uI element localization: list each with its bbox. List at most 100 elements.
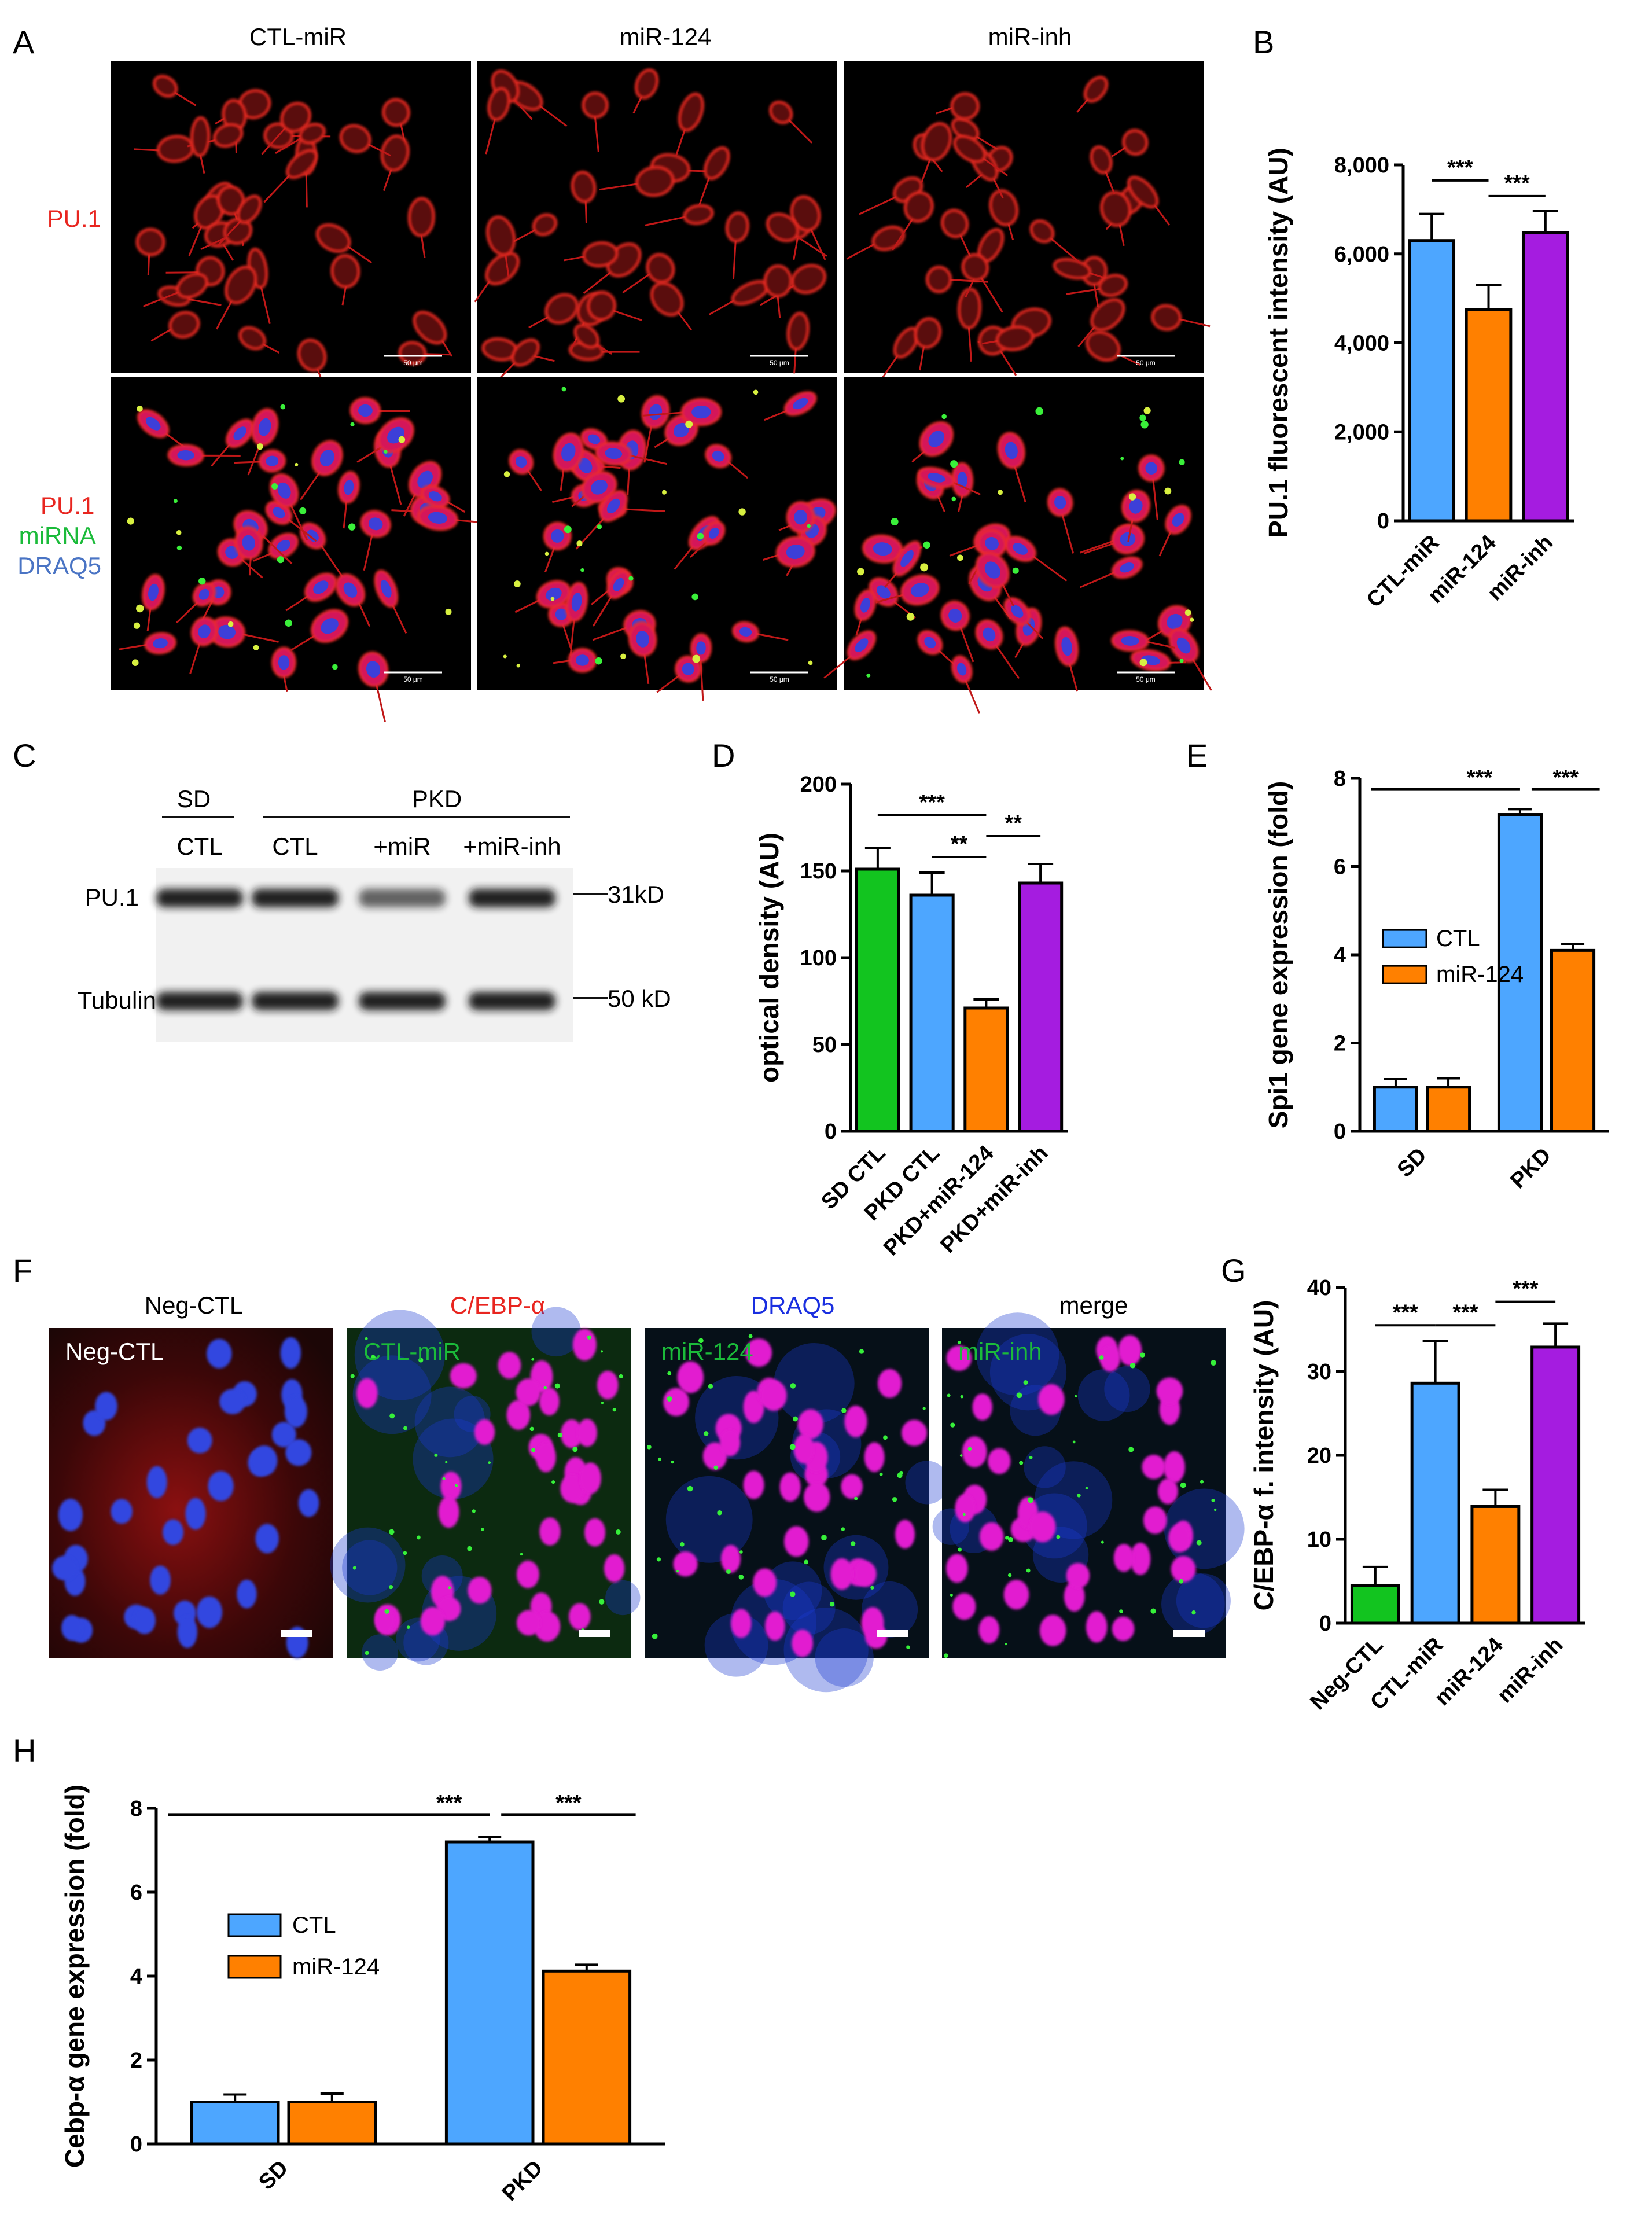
cell-body bbox=[153, 75, 178, 98]
cell bbox=[587, 290, 643, 321]
mirna-puncta bbox=[1085, 1487, 1088, 1490]
cell-nucleus bbox=[1129, 498, 1143, 514]
cell-process bbox=[562, 623, 573, 652]
mirna-puncta bbox=[481, 1528, 484, 1531]
cell-nucleus bbox=[691, 405, 711, 419]
y-tick-label: 0 bbox=[1377, 509, 1389, 534]
cell-body bbox=[1090, 298, 1125, 332]
cell-nucleus bbox=[1120, 562, 1135, 573]
mirna-puncta bbox=[127, 517, 134, 525]
cell-process bbox=[622, 272, 652, 294]
cell bbox=[823, 630, 877, 679]
cell-process bbox=[217, 218, 243, 247]
cell bbox=[595, 441, 667, 466]
cell bbox=[573, 323, 613, 355]
y-tick-label: 20 bbox=[1307, 1444, 1331, 1468]
scale-bar-label: 50 μm bbox=[1136, 675, 1156, 683]
cell-body bbox=[511, 338, 540, 367]
mirna-puncta bbox=[790, 1591, 796, 1597]
cell-body bbox=[225, 266, 257, 304]
significance-label: *** bbox=[555, 1791, 582, 1815]
nucleus bbox=[988, 1448, 1011, 1474]
cell-nucleus bbox=[794, 509, 808, 525]
cell bbox=[1055, 626, 1079, 692]
cell-body bbox=[678, 93, 704, 132]
cell-body bbox=[1100, 190, 1132, 227]
cell-body bbox=[216, 185, 245, 216]
mirna-puncta bbox=[850, 1541, 856, 1546]
cell-body bbox=[544, 293, 579, 325]
cell bbox=[892, 191, 934, 251]
cell bbox=[1081, 256, 1108, 307]
cell-nucleus bbox=[712, 450, 724, 462]
nucleus bbox=[207, 1338, 232, 1369]
scale-bar-label: 50 μm bbox=[403, 675, 423, 683]
bar bbox=[1408, 239, 1456, 523]
mirna-puncta bbox=[280, 404, 286, 410]
mirna-puncta bbox=[1150, 1608, 1156, 1614]
y-tick-label: 0 bbox=[130, 2132, 142, 2157]
blot-lane-label: +miR bbox=[373, 833, 431, 860]
nucleus bbox=[438, 1496, 459, 1528]
cell bbox=[1086, 330, 1141, 366]
cell bbox=[1168, 628, 1212, 691]
cell bbox=[917, 466, 981, 495]
nucleus bbox=[208, 1471, 234, 1502]
cell bbox=[153, 75, 197, 106]
cell-body bbox=[1151, 304, 1182, 331]
y-tick-label: 30 bbox=[1307, 1360, 1331, 1384]
bar bbox=[1350, 1584, 1400, 1625]
cell-body bbox=[190, 116, 211, 157]
cell-nucleus bbox=[571, 592, 582, 612]
mirna-puncta bbox=[956, 554, 963, 561]
nucleus bbox=[962, 1436, 987, 1467]
mirna-puncta bbox=[572, 1447, 578, 1452]
bar bbox=[855, 867, 900, 1133]
cell-process bbox=[823, 654, 853, 679]
nucleus bbox=[677, 1361, 704, 1393]
cell bbox=[645, 204, 714, 226]
bar bbox=[1018, 881, 1064, 1133]
mirna-puncta bbox=[554, 1383, 560, 1389]
mirna-puncta bbox=[1007, 1573, 1012, 1577]
mirna-puncta bbox=[131, 659, 139, 667]
scale-bar bbox=[281, 1630, 312, 1637]
nucleus bbox=[1143, 1506, 1167, 1534]
cell bbox=[215, 266, 257, 330]
significance-label: *** bbox=[1452, 1300, 1478, 1325]
cell-process bbox=[422, 353, 451, 356]
nucleus bbox=[474, 1419, 495, 1445]
mirna-puncta bbox=[176, 545, 182, 551]
cell-body bbox=[941, 209, 969, 238]
mirna-puncta bbox=[434, 1453, 438, 1457]
mirna-puncta bbox=[950, 1593, 953, 1597]
cell bbox=[514, 580, 571, 613]
cell bbox=[137, 409, 186, 448]
cell bbox=[1127, 175, 1171, 226]
cell-nucleus bbox=[555, 608, 568, 620]
cell bbox=[1077, 298, 1125, 347]
draq5-haze bbox=[362, 1634, 399, 1671]
draq5-haze bbox=[1077, 1369, 1130, 1421]
cell bbox=[769, 100, 813, 144]
cell-body bbox=[1083, 76, 1109, 103]
mirna-puncta bbox=[503, 654, 507, 659]
significance-label: ** bbox=[1005, 811, 1022, 836]
cell-nucleus bbox=[266, 455, 279, 466]
cell-process bbox=[240, 557, 263, 579]
mirna-puncta bbox=[1179, 659, 1184, 663]
bar bbox=[963, 1006, 1009, 1133]
panel-a-micrographs: CTL-miR miR-124 miR-inh PU.1 PU.1 miRNA … bbox=[17, 23, 1212, 722]
y-tick-label: 4 bbox=[130, 1965, 142, 1989]
mirna-puncta bbox=[488, 1461, 491, 1465]
cell bbox=[528, 293, 579, 329]
cell bbox=[509, 449, 542, 491]
cell-body bbox=[286, 149, 318, 179]
cell-process bbox=[594, 115, 599, 153]
cell-body bbox=[339, 124, 371, 153]
mirna-puncta bbox=[133, 622, 141, 629]
draq5-haze bbox=[413, 1418, 494, 1499]
cell bbox=[641, 395, 670, 463]
cell-process bbox=[1066, 288, 1102, 295]
